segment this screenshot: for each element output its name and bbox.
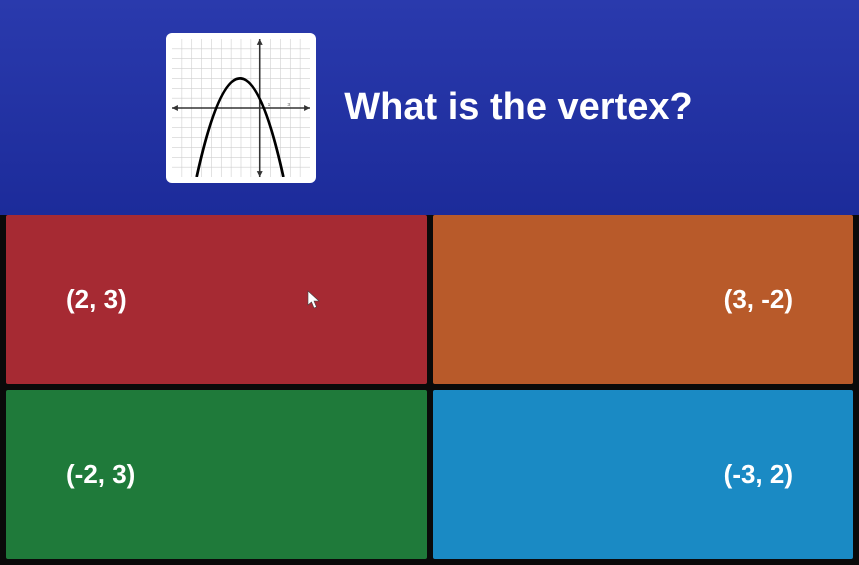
cursor-icon: [306, 290, 322, 315]
answer-option-b[interactable]: (3, -2): [433, 215, 854, 384]
answers-grid: (2, 3) (3, -2) (-2, 3) (-3, 2): [0, 215, 859, 565]
answer-option-d[interactable]: (-3, 2): [433, 390, 854, 559]
question-text: What is the vertex?: [344, 86, 692, 129]
svg-text:3: 3: [288, 102, 291, 108]
answer-label: (3, -2): [724, 284, 793, 315]
parabola-graph: 1 3: [172, 39, 310, 177]
answer-label: (-3, 2): [724, 459, 793, 490]
quiz-container: 1 3 What is the vertex? (2, 3) (3, -2) (…: [0, 0, 859, 565]
answer-label: (-2, 3): [66, 459, 135, 490]
graph-thumbnail: 1 3: [166, 33, 316, 183]
svg-text:1: 1: [268, 102, 271, 108]
answer-option-c[interactable]: (-2, 3): [6, 390, 427, 559]
answer-label: (2, 3): [66, 284, 127, 315]
question-bar: 1 3 What is the vertex?: [0, 0, 859, 215]
answer-option-a[interactable]: (2, 3): [6, 215, 427, 384]
